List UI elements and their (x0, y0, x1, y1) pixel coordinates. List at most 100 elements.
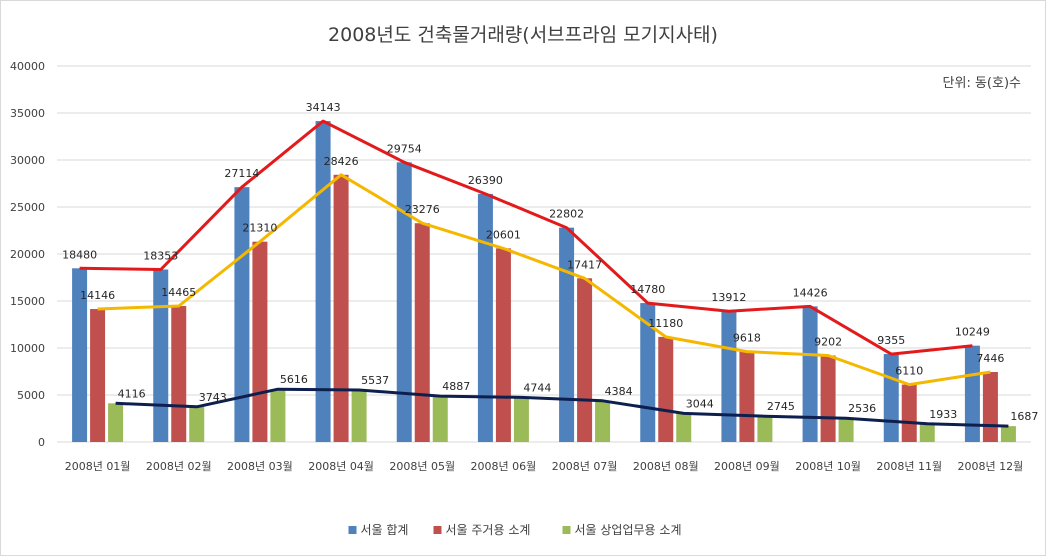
bar (414, 223, 430, 442)
data-label: 3044 (686, 397, 714, 410)
data-label: 7446 (976, 352, 1004, 365)
data-label: 3743 (199, 391, 227, 404)
data-label: 4887 (442, 380, 470, 393)
data-label: 17417 (567, 258, 602, 271)
bar (333, 174, 349, 442)
data-label: 13912 (711, 291, 746, 304)
y-tick-label: 15000 (10, 295, 45, 308)
bar (820, 355, 836, 442)
data-label: 4116 (118, 387, 146, 400)
data-label: 14426 (793, 286, 828, 299)
data-label: 11180 (648, 317, 683, 330)
data-label: 20601 (486, 228, 521, 241)
x-axis-ticks: 2008년 01월 2008년 02월 2008년 03월 2008년 04월 2008… (65, 460, 1024, 473)
bar (802, 306, 818, 442)
y-tick-label: 0 (38, 436, 45, 449)
bar (919, 423, 935, 442)
legend-swatch (562, 526, 571, 534)
bar (171, 306, 187, 442)
gridlines (57, 65, 1031, 443)
y-tick-label: 20000 (10, 248, 45, 261)
data-label: 4744 (523, 381, 551, 394)
data-label: 1933 (929, 408, 957, 421)
bar (559, 227, 575, 442)
data-label: 6110 (895, 365, 923, 378)
data-label: 22802 (549, 208, 584, 221)
legend: 서울 합계 서울 주거용 소계 서울 상업업무용 소계 (348, 523, 682, 537)
y-tick-label: 5000 (17, 389, 45, 402)
data-label: 4384 (605, 385, 633, 398)
data-label: 1687 (1010, 410, 1038, 423)
y-tick-label: 40000 (10, 60, 45, 73)
data-label: 2536 (848, 402, 876, 415)
bar (901, 384, 917, 442)
data-label: 21310 (242, 222, 277, 235)
bar (739, 351, 755, 442)
bar (757, 416, 773, 442)
bar (270, 389, 286, 442)
data-label: 14780 (630, 283, 665, 296)
bar (108, 403, 124, 442)
data-label: 29754 (387, 142, 422, 155)
x-tick-label: 2008년 05월 (389, 460, 455, 473)
bar (315, 121, 331, 443)
bar (838, 418, 854, 442)
data-label: 28426 (324, 155, 359, 168)
bar (495, 248, 511, 442)
bar (982, 372, 998, 442)
x-tick-label: 2008년 03월 (227, 460, 293, 473)
bar (595, 400, 611, 442)
bar (234, 187, 250, 442)
trend-lines (79, 119, 1009, 428)
chart-title: 2008년도 건축물거래량(서브프라임 모기지사태) (328, 24, 718, 46)
y-tick-label: 10000 (10, 342, 45, 355)
data-label: 27114 (224, 167, 259, 180)
x-tick-label: 2008년 08월 (633, 460, 699, 473)
bar (721, 311, 737, 442)
bar (964, 345, 980, 442)
bar-series (72, 121, 1016, 443)
bar (351, 389, 367, 442)
data-label: 34143 (306, 101, 341, 114)
legend-swatch (348, 526, 357, 534)
x-tick-label: 2008년 09월 (714, 460, 780, 473)
unit-note: 단위: 동(호)수 (943, 76, 1021, 91)
data-label: 5537 (361, 374, 389, 387)
data-label: 5616 (280, 373, 308, 386)
y-tick-label: 30000 (10, 154, 45, 167)
legend-swatch (433, 526, 442, 534)
bar (252, 241, 268, 442)
x-tick-label: 2008년 01월 (65, 460, 131, 473)
bar (513, 397, 529, 442)
bar (658, 336, 674, 442)
trend-line (97, 173, 991, 387)
data-label: 18480 (62, 248, 97, 261)
data-label: 18353 (143, 249, 178, 262)
bar (1000, 426, 1016, 442)
data-label: 10249 (955, 326, 990, 339)
y-tick-label: 25000 (10, 201, 45, 214)
data-labels: 18480 18353 27114 34143 29754 26390 22802 14780… (62, 101, 1038, 423)
bar (72, 268, 88, 442)
x-tick-label: 2008년 07월 (552, 460, 618, 473)
legend-label: 서울 상업업무용 소계 (575, 523, 682, 537)
y-axis-ticks: 0 5000 10000 15000 20000 25000 30000 35000 40000 (10, 60, 45, 449)
x-tick-label: 2008년 02월 (146, 460, 212, 473)
data-label: 9618 (733, 332, 761, 345)
data-label: 26390 (468, 174, 503, 187)
data-label: 9355 (877, 334, 905, 347)
bar (477, 193, 493, 442)
legend-label: 서울 합계 (361, 523, 409, 537)
trend-line (79, 119, 973, 356)
legend-label: 서울 주거용 소계 (446, 523, 531, 537)
x-tick-label: 2008년 06월 (471, 460, 537, 473)
x-tick-label: 2008년 11월 (876, 460, 942, 473)
data-label: 14465 (161, 286, 196, 299)
bar (676, 413, 692, 442)
bar (189, 406, 205, 442)
bar (153, 269, 169, 442)
trend-line (115, 387, 1009, 428)
data-label: 9202 (814, 336, 842, 349)
